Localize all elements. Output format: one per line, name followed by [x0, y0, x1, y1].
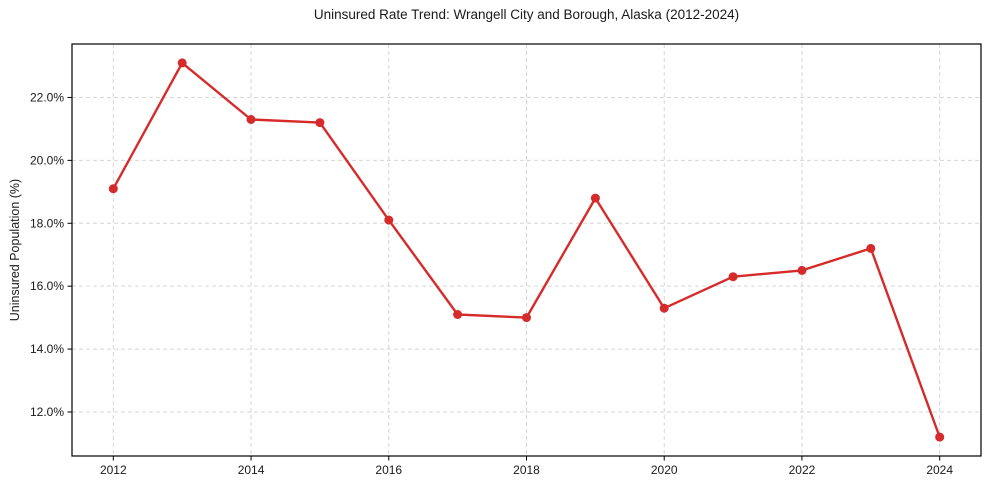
data-point-2020 — [659, 303, 669, 313]
data-point-2018 — [522, 313, 531, 323]
y-tick-label: 16.0% — [30, 279, 64, 293]
chart-title: Uninsured Rate Trend: Wrangell City and … — [313, 7, 740, 22]
x-tick-label: 2016 — [375, 463, 402, 477]
data-point-2015 — [315, 118, 325, 128]
x-tick-label: 2024 — [926, 463, 953, 477]
data-point-2013 — [177, 58, 187, 68]
data-point-2021 — [728, 272, 738, 282]
data-point-2016 — [384, 215, 394, 225]
data-point-2023 — [866, 243, 876, 253]
x-tick-label: 2020 — [651, 463, 678, 477]
y-tick-label: 12.0% — [30, 405, 64, 419]
data-point-2022 — [797, 265, 807, 275]
y-tick-label: 18.0% — [30, 216, 64, 230]
data-point-2019 — [590, 193, 600, 203]
x-tick-label: 2014 — [238, 463, 265, 477]
data-point-2024 — [935, 432, 945, 442]
y-tick-label: 20.0% — [30, 153, 64, 167]
data-point-2012 — [108, 184, 118, 194]
y-tick-label: 14.0% — [30, 342, 64, 356]
y-tick-label: 22.0% — [30, 91, 64, 105]
x-tick-label: 2022 — [789, 463, 816, 477]
x-tick-label: 2018 — [513, 463, 540, 477]
data-point-2014 — [246, 115, 256, 124]
x-tick-label: 2012 — [100, 463, 127, 477]
data-point-2017 — [453, 310, 463, 319]
